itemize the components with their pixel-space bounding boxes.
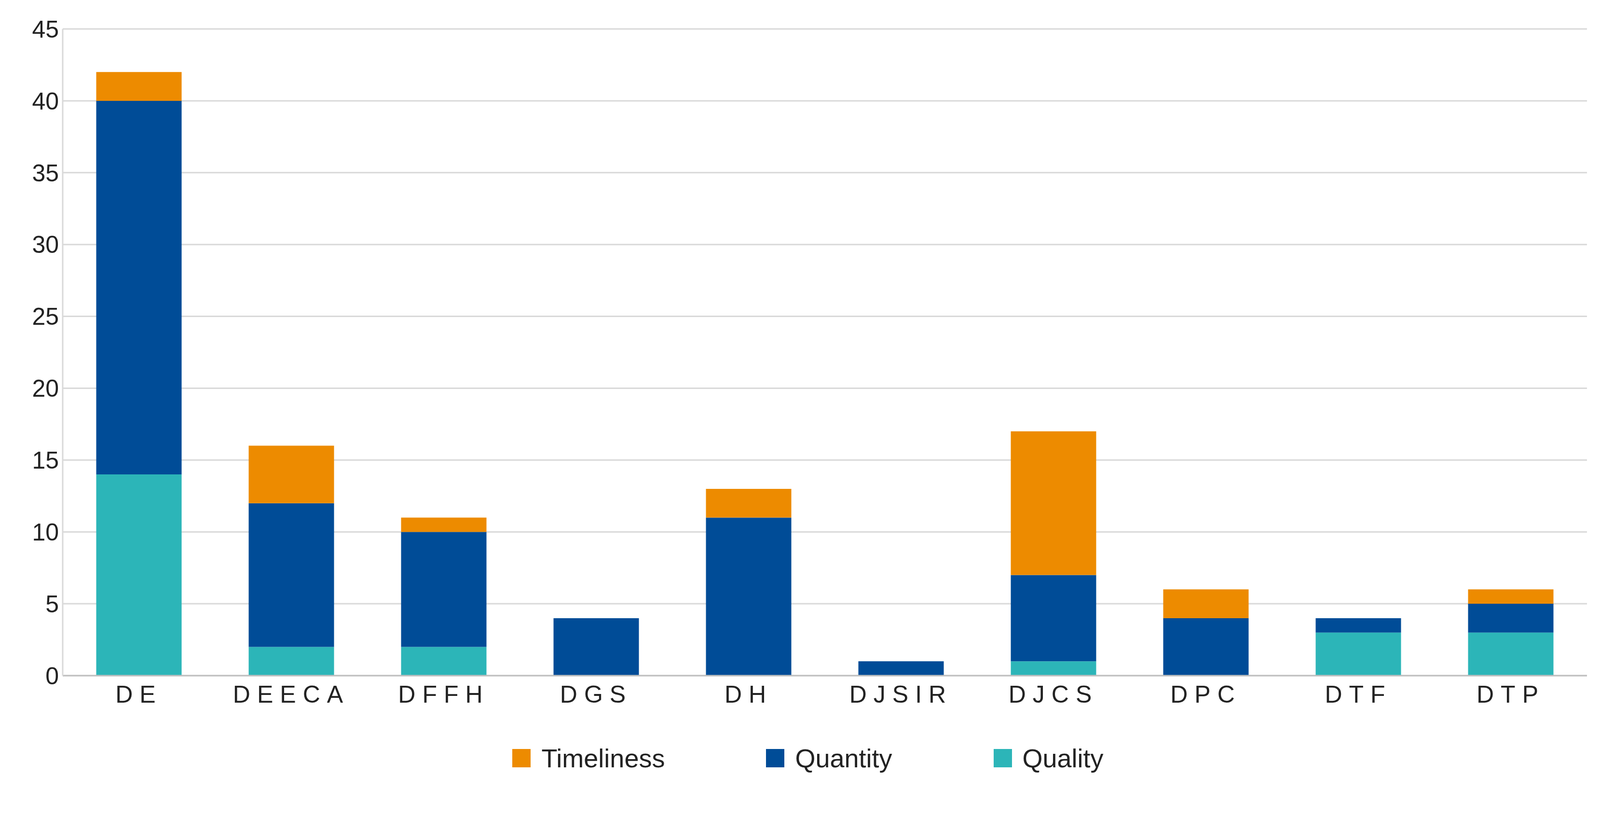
svg-text:25: 25 — [31, 302, 59, 330]
svg-text:10: 10 — [31, 518, 59, 546]
svg-text:DH: DH — [724, 680, 773, 708]
svg-text:40: 40 — [31, 87, 59, 115]
html-text:Quality: Quality — [1022, 743, 1104, 773]
svg-text:DGS: DGS — [560, 680, 633, 708]
svg-text:35: 35 — [31, 159, 59, 187]
svg-text:45: 45 — [31, 15, 59, 43]
html-text:Quantity: Quantity — [795, 743, 893, 773]
svg-text:DJSIR: DJSIR — [849, 680, 953, 708]
svg-text:DTF: DTF — [1324, 680, 1392, 708]
svg-text:DTP: DTP — [1476, 680, 1546, 708]
svg-text:DEECA: DEECA — [232, 680, 350, 708]
svg-text:DJCS: DJCS — [1008, 680, 1099, 708]
svg-text:DFFH: DFFH — [397, 680, 490, 708]
svg-text:15: 15 — [31, 446, 59, 474]
svg-text:5: 5 — [45, 590, 59, 618]
svg-text:0: 0 — [45, 662, 59, 690]
svg-text:DPC: DPC — [1170, 680, 1242, 708]
svg-text:DE: DE — [115, 680, 163, 708]
svg-text:30: 30 — [31, 231, 59, 259]
html-text:Timeliness: Timeliness — [541, 743, 665, 773]
svg-text:20: 20 — [31, 374, 59, 402]
